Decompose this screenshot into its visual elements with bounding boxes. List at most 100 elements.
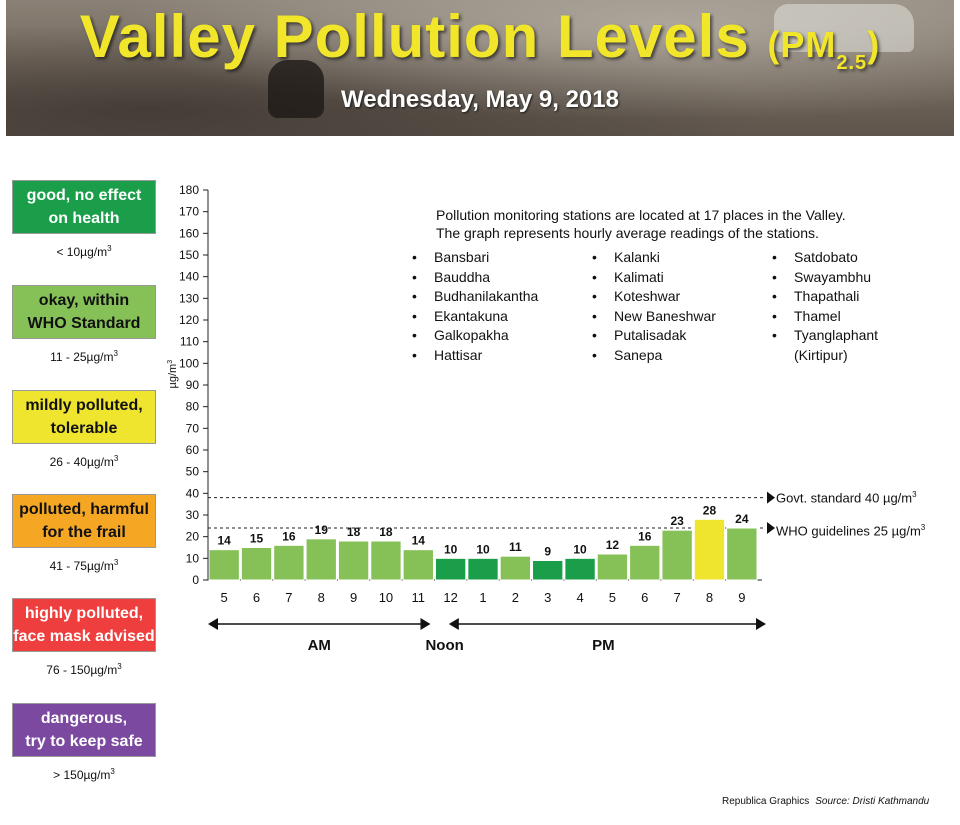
title-text: Valley Pollution Levels	[79, 3, 750, 70]
bar	[337, 540, 370, 581]
bar-value-label: 18	[347, 525, 361, 539]
legend-range-okay-text: 11 - 25µg/m	[50, 350, 114, 364]
x-tick-label: 6	[253, 590, 260, 605]
y-axis-label: µg/m3	[167, 360, 179, 389]
unit-sup: 3	[117, 662, 122, 671]
x-tick-label: 5	[609, 590, 616, 605]
pm-label-text: (PM	[767, 24, 837, 65]
station-list-3: SatdobatoSwayambhuThapathaliThamelTyangl…	[772, 248, 960, 365]
station-item: Galkopakha	[412, 326, 602, 346]
unit-sup: 3	[107, 244, 112, 253]
bar-value-label: 9	[544, 545, 551, 559]
x-tick-label: 9	[350, 590, 357, 605]
period-pm-label: PM	[592, 637, 615, 654]
y-tick-label: 10	[186, 551, 200, 565]
govt-standard-text: Govt. standard 40 µg/m	[776, 490, 913, 506]
legend-range-good: < 10µg/m3	[12, 244, 156, 259]
x-tick-label: 7	[285, 590, 292, 605]
y-tick-label: 140	[179, 270, 199, 284]
who-guideline-text: WHO guidelines 25 µg/m	[776, 523, 921, 539]
x-tick-label: 8	[318, 590, 325, 605]
legend-range-polluted-text: 41 - 75µg/m	[49, 559, 114, 573]
x-tick-label: 1	[479, 590, 486, 605]
legend-range-okay: 11 - 25µg/m3	[12, 349, 156, 364]
unit-sup: 3	[912, 490, 917, 499]
x-tick-label: 11	[412, 590, 426, 605]
legend-box-highly-polluted: highly polluted, face mask advised	[12, 598, 156, 652]
x-tick-label: 9	[738, 590, 745, 605]
station-item: Bansbari	[412, 248, 602, 268]
pm-subscript: 2.5	[836, 52, 868, 74]
y-tick-label: 60	[186, 443, 200, 457]
y-tick-label: 130	[179, 291, 199, 305]
info-line-1: Pollution monitoring stations are locate…	[436, 207, 846, 223]
y-tick-label: 100	[179, 356, 199, 370]
credit-source: Source: Dristi Kathmandu	[815, 796, 930, 807]
legend-box-okay: okay, within WHO Standard	[12, 285, 156, 339]
legend-range-highly-polluted: 76 - 150µg/m3	[12, 662, 156, 677]
who-guideline-label: WHO guidelines 25 µg/m3	[776, 523, 925, 538]
bar	[240, 547, 273, 581]
y-tick-label: 80	[186, 400, 200, 414]
bar	[532, 560, 564, 581]
bar	[596, 553, 629, 581]
y-tick-label: 160	[179, 226, 199, 240]
bar	[434, 557, 467, 581]
bar-value-label: 10	[573, 542, 587, 556]
y-tick-label: 0	[192, 573, 199, 587]
legend-range-good-text: < 10µg/m	[56, 245, 108, 259]
y-tick-label: 30	[186, 508, 200, 522]
x-tick-label: 10	[379, 590, 393, 605]
page-title: Valley Pollution Levels (PM2.5)	[0, 2, 960, 74]
bar-value-label: 14	[412, 534, 426, 548]
y-tick-label: 110	[180, 335, 199, 349]
station-item: Tyanglaphant (Kirtipur)	[772, 326, 960, 365]
bar-value-label: 15	[250, 532, 264, 546]
x-tick-label: 7	[674, 590, 681, 605]
x-tick-label: 6	[641, 590, 648, 605]
bar-value-label: 10	[444, 542, 458, 556]
bar	[273, 544, 305, 581]
station-item: Bauddha	[412, 268, 602, 288]
station-item: Swayambhu	[772, 268, 960, 288]
bar	[661, 529, 693, 581]
govt-standard-label: Govt. standard 40 µg/m3	[776, 490, 917, 505]
station-item: Putalisadak	[592, 326, 782, 346]
pm-arrow-left	[448, 618, 459, 630]
bar	[693, 518, 726, 581]
legend-range-mild: 26 - 40µg/m3	[12, 454, 156, 469]
bar-value-label: 16	[638, 529, 652, 543]
y-tick-label: 40	[186, 486, 200, 500]
legend-range-polluted: 41 - 75µg/m3	[12, 558, 156, 573]
bar-value-label: 14	[217, 534, 231, 548]
bar-value-label: 16	[282, 529, 296, 543]
y-tick-label: 180	[179, 183, 199, 197]
y-tick-label: 20	[186, 530, 200, 544]
bar-value-label: 23	[670, 514, 684, 528]
period-noon-label: Noon	[425, 637, 463, 654]
credit-line: Republica Graphics Source: Dristi Kathman…	[722, 796, 929, 807]
y-axis-label-sup: 3	[167, 360, 174, 364]
station-item: Hattisar	[412, 346, 602, 366]
y-tick-label: 150	[179, 248, 199, 262]
bar-value-label: 12	[606, 538, 620, 552]
bar	[726, 527, 758, 581]
station-item: Sanepa	[592, 346, 782, 366]
info-line-2: The graph represents hourly average read…	[436, 225, 819, 241]
station-item: Thapathali	[772, 287, 960, 307]
unit-sup: 3	[113, 558, 119, 567]
y-tick-label: 120	[179, 313, 199, 327]
bar	[370, 540, 402, 581]
y-tick-label: 70	[186, 421, 200, 435]
station-item: Satdobato	[772, 248, 960, 268]
bar-value-label: 28	[703, 503, 717, 517]
unit-sup: 3	[110, 767, 115, 776]
station-item: Koteshwar	[592, 287, 782, 307]
header-banner	[6, 0, 954, 136]
bar-value-label: 24	[735, 512, 749, 526]
bar	[402, 549, 434, 581]
bar	[499, 555, 532, 581]
bar	[467, 557, 499, 581]
banner-car-shape	[774, 4, 914, 52]
